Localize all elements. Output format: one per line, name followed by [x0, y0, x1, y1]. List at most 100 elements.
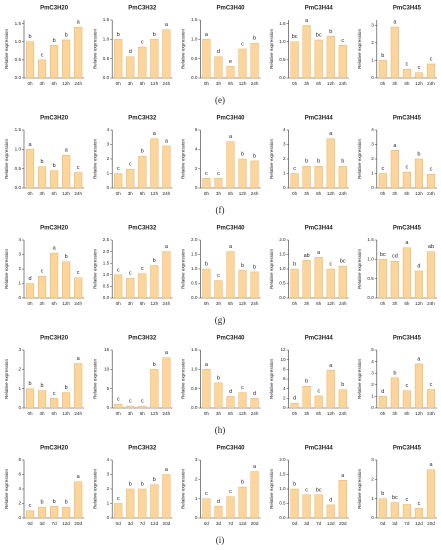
x-tick-label: 3h [392, 411, 398, 416]
bar [250, 43, 259, 79]
bar [62, 39, 71, 79]
x-tick-label: 12h [62, 301, 70, 306]
y-tick-label: 2.0 [279, 237, 286, 242]
y-tick-label: 0 [371, 515, 374, 520]
chart-title: PmC3H44 [305, 336, 334, 342]
x-tick-label: 12h [415, 411, 423, 416]
x-tick-label: 12h [415, 81, 423, 86]
x-tick-label: 0h [204, 411, 210, 416]
y-tick-label: 1 [371, 171, 374, 176]
y-tick-label: 3 [107, 472, 110, 477]
y-tick-label: 0.0 [367, 295, 374, 300]
y-tick-label: 1.0 [367, 257, 374, 262]
significance-letter: c [406, 62, 409, 68]
significance-letter: a [165, 244, 169, 250]
x-tick-label: 6h [404, 301, 410, 306]
significance-letter: c [430, 382, 433, 388]
y-tick-label: 4 [283, 386, 286, 391]
x-tick-label: 3d [39, 521, 45, 526]
bar [150, 484, 159, 519]
bar [114, 39, 123, 79]
x-tick-label: 6h [140, 191, 146, 196]
x-tick-label: 0d [204, 521, 210, 526]
y-tick-label: 0 [107, 405, 110, 410]
y-axis-label: Relative expression [269, 249, 274, 290]
significance-letter: c [129, 162, 132, 168]
y-tick-label: 1.0 [15, 147, 22, 152]
significance-letter: b [253, 36, 256, 42]
x-tick-label: 12h [327, 81, 335, 86]
bar [302, 25, 311, 79]
significance-letter: b [65, 254, 68, 260]
significance-letter: b [341, 159, 344, 165]
bar [214, 280, 223, 299]
panel-label: (h) [215, 425, 226, 435]
bar [114, 274, 123, 299]
chart-title: PmC3H40 [216, 336, 245, 342]
bar [50, 170, 59, 189]
y-tick-label: 0.5 [103, 56, 110, 61]
x-tick-label: 7d [140, 521, 146, 526]
x-tick-label: 6h [140, 301, 146, 306]
bar [390, 26, 399, 79]
chart-title: PmC3H44 [305, 6, 334, 12]
y-tick-label: 2 [107, 156, 110, 161]
x-tick-label: 6h [404, 191, 410, 196]
bar [378, 259, 387, 299]
significance-letter: c [41, 52, 44, 58]
x-tick-label: 6h [52, 191, 58, 196]
y-tick-label: 1.5 [279, 21, 286, 26]
significance-letter: a [393, 19, 397, 25]
bar [226, 396, 235, 409]
x-tick-label: 3d [304, 521, 310, 526]
bar [138, 405, 147, 409]
bar [390, 502, 399, 519]
y-axis-label: Relative expression [181, 249, 186, 290]
significance-letter: c [430, 56, 433, 62]
x-tick-label: 24h [163, 81, 171, 86]
chart-title: PmC3H45 [393, 6, 422, 12]
significance-letter: a [329, 131, 333, 137]
x-tick-label: 0d [380, 521, 386, 526]
y-tick-label: 3 [371, 142, 374, 147]
significance-letter: a [229, 244, 233, 250]
x-tick-label: 20d [339, 521, 347, 526]
x-tick-label: 3h [39, 411, 45, 416]
significance-letter: a [205, 32, 209, 38]
y-tick-label: 3 [371, 457, 374, 462]
chart-title: PmC3H45 [393, 226, 422, 232]
x-tick-label: 3h [216, 301, 222, 306]
y-axis-label: Relative expression [92, 29, 97, 70]
x-tick-label: 3h [392, 81, 398, 86]
x-tick-label: 0h [380, 81, 386, 86]
bar [290, 41, 299, 79]
significance-letter: b [381, 491, 384, 497]
bar [202, 178, 211, 189]
significance-letter: d [253, 391, 256, 397]
bar [314, 395, 323, 409]
chart-title: PmC3H45 [393, 336, 422, 342]
significance-letter: bc [380, 252, 386, 258]
y-tick-label: 8 [283, 367, 286, 372]
significance-letter: c [141, 266, 144, 272]
significance-letter: c [241, 41, 244, 47]
y-tick-label: 0 [107, 185, 110, 190]
bar [126, 56, 135, 79]
x-tick-label: 0h [204, 191, 210, 196]
x-tick-label: 12h [327, 411, 335, 416]
y-tick-label: 0.5 [191, 386, 198, 391]
y-tick-label: 10 [280, 357, 286, 362]
significance-letter: bc [316, 32, 322, 38]
bar [214, 506, 223, 519]
y-tick-label: 1.0 [279, 486, 286, 491]
significance-letter: b [65, 385, 68, 391]
bar [326, 504, 335, 519]
x-tick-label: 3h [304, 191, 310, 196]
significance-letter: b [153, 258, 156, 264]
x-tick-label: 3d [216, 521, 222, 526]
significance-letter: c [117, 496, 120, 502]
x-tick-label: 6h [228, 191, 234, 196]
significance-letter: b [293, 481, 296, 487]
x-tick-label: 3h [216, 411, 222, 416]
significance-letter: a [429, 462, 433, 468]
